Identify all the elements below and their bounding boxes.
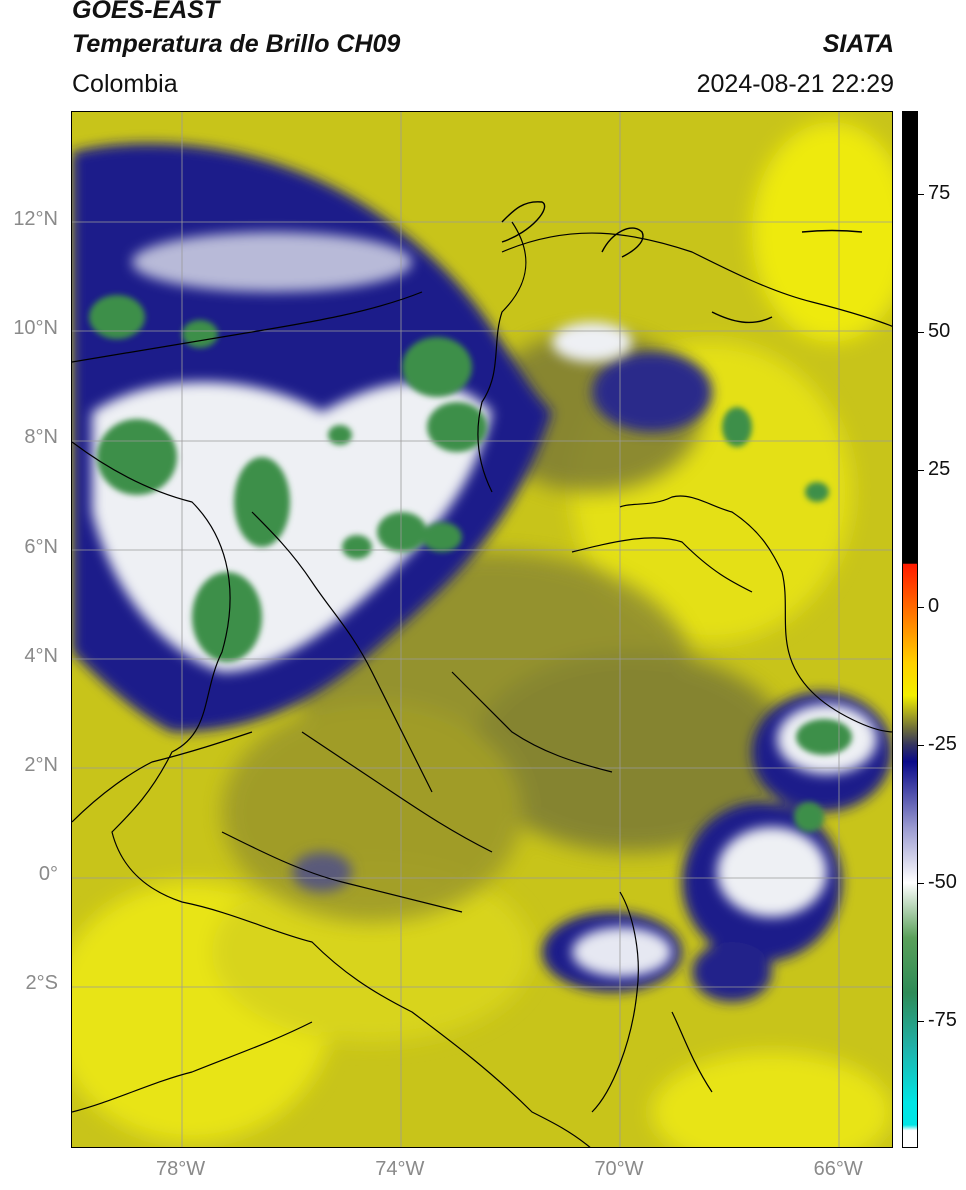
colorbar-tick xyxy=(918,745,924,747)
lat-tick-label: 8°N xyxy=(24,426,58,449)
agency-label: SIATA xyxy=(822,30,894,58)
map-panel[interactable] xyxy=(71,111,893,1148)
colorbar-tick xyxy=(918,607,924,609)
lat-tick-label: 6°N xyxy=(24,535,58,558)
graticule xyxy=(72,112,892,1147)
colorbar-tick xyxy=(918,1021,924,1023)
colorbar-tick-label: 0 xyxy=(928,595,940,618)
lon-tick-label: 78°W xyxy=(156,1158,206,1180)
satellite-map xyxy=(72,112,892,1147)
lat-tick-label: 2°S xyxy=(25,972,58,995)
colorbar-tick-label: -75 xyxy=(928,1009,957,1032)
colorbar-tick xyxy=(918,193,924,195)
lat-tick-label: 12°N xyxy=(13,208,58,231)
convective-cores xyxy=(89,295,852,832)
coastline xyxy=(501,201,863,324)
region-label: Colombia xyxy=(72,70,178,98)
colorbar xyxy=(902,111,918,1148)
colorbar-tick xyxy=(918,331,924,333)
cold-cloud-white xyxy=(92,232,877,977)
lat-tick-label: 2°N xyxy=(24,753,58,776)
title-line-2: Temperatura de Brillo CH09 xyxy=(72,30,401,58)
colorbar-tick-label: 25 xyxy=(928,457,951,480)
lat-tick-label: 4°N xyxy=(24,644,58,667)
colorbar-tick xyxy=(918,469,924,471)
timestamp: 2024-08-21 22:29 xyxy=(696,70,894,98)
colorbar-tick xyxy=(918,883,924,885)
lat-tick-label: 10°N xyxy=(13,317,58,340)
lon-tick-label: 74°W xyxy=(375,1158,425,1180)
title-line-1: GOES-EAST xyxy=(72,0,220,24)
borders xyxy=(72,221,892,1147)
colorbar-tick-label: 75 xyxy=(928,181,951,204)
lon-tick-label: 70°W xyxy=(594,1158,644,1180)
lon-tick-label: 66°W xyxy=(813,1158,863,1180)
colorbar-tick-label: -50 xyxy=(928,871,957,894)
colorbar-tick-label: -25 xyxy=(928,733,957,756)
lat-tick-label: 0° xyxy=(38,863,58,886)
colorbar-tick-label: 50 xyxy=(928,319,951,342)
